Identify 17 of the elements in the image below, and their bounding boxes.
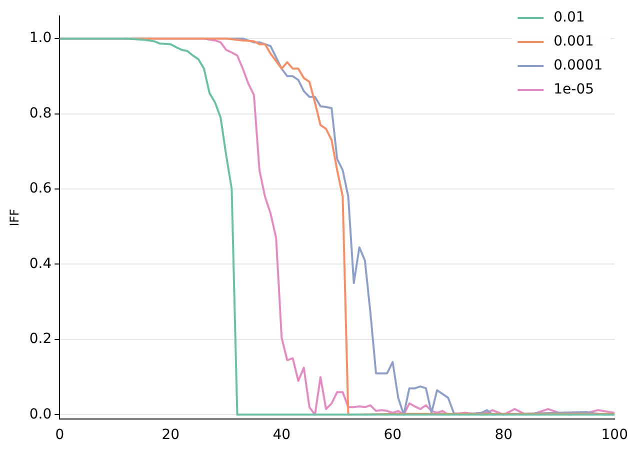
y-tick-label: 0.6 — [29, 180, 52, 197]
legend-label: 1e-05 — [554, 82, 594, 98]
y-axis-title: IFF — [7, 208, 22, 226]
y-tick-label: 0.0 — [29, 406, 52, 422]
legend-label: 0.0001 — [554, 58, 603, 74]
legend-label: 0.01 — [554, 10, 585, 26]
x-tick-label: 60 — [384, 427, 402, 444]
legend-label: 0.001 — [554, 34, 594, 50]
y-tick-label: 0.8 — [29, 105, 52, 122]
y-tick-label: 1.0 — [29, 30, 52, 46]
x-tick-label: 100 — [601, 427, 628, 444]
y-tick-label: 0.4 — [29, 256, 52, 272]
x-tick-label: 40 — [272, 427, 291, 444]
y-tick-label: 0.2 — [29, 331, 52, 348]
x-tick-label: 20 — [162, 427, 180, 444]
x-tick-label: 0 — [55, 427, 64, 444]
x-tick-label: 80 — [494, 427, 513, 444]
